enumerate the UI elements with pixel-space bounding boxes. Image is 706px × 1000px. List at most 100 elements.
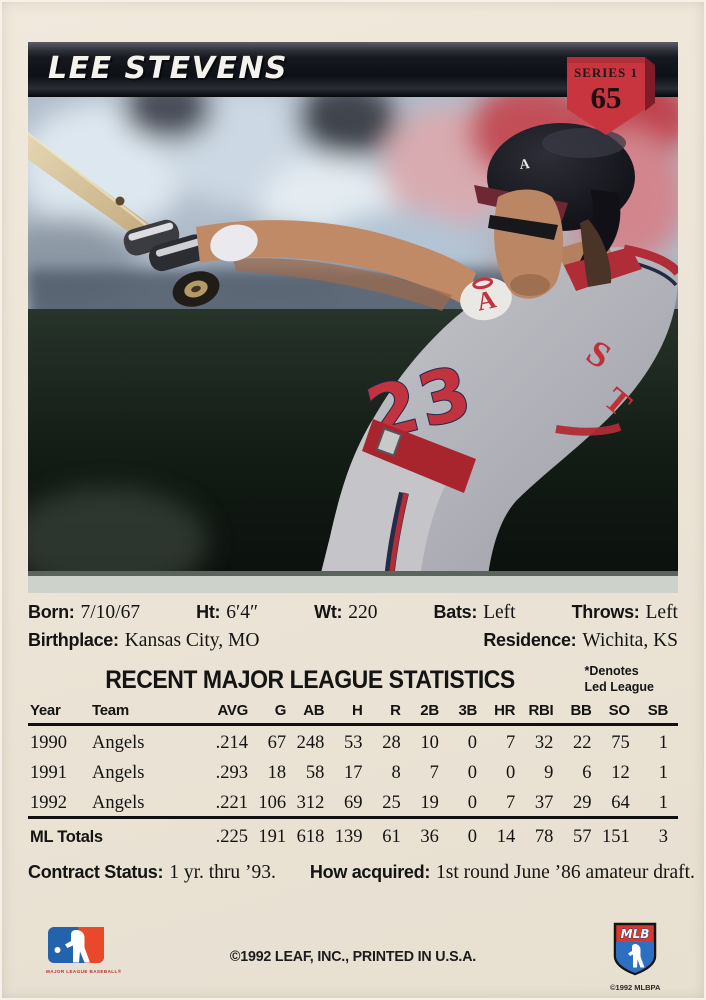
height-value: 6′4″: [226, 602, 259, 623]
stats-cell: 17: [344, 763, 363, 783]
stats-cell: 0: [505, 763, 516, 783]
stats-cell: Angels: [92, 793, 145, 813]
player-photo: S T 23 A: [28, 97, 678, 593]
stats-total-cell: 36: [410, 816, 449, 850]
height-field: Ht: 6′4″: [196, 599, 258, 627]
mlb-logo-caption: MAJOR LEAGUE BASEBALL®: [46, 969, 122, 974]
card-number: 65: [591, 80, 622, 115]
stats-cell: 1992: [30, 793, 67, 813]
stats-cell: 69: [344, 793, 363, 813]
stats-total-cell: 14: [487, 816, 526, 850]
stats-cell: 6: [582, 763, 592, 783]
stats-total-cell: 3: [639, 816, 678, 850]
stats-column-header: H: [334, 702, 373, 726]
stats-column-header: RBI: [525, 702, 564, 726]
stats-cell: 12: [611, 763, 630, 783]
stats-cell: 75: [611, 733, 630, 753]
stats-column-header: Year: [28, 702, 90, 726]
stats-cell: 1: [658, 733, 668, 753]
bats-value: Left: [483, 602, 516, 623]
stats-column-header: HR: [487, 702, 526, 726]
series-badge: SERIES 1 65: [565, 55, 661, 139]
weight-value: 220: [348, 602, 378, 623]
stats-cell: 10: [420, 733, 439, 753]
stats-title: RECENT MAJOR LEAGUE STATISTICS: [105, 666, 515, 694]
stats-total-cell: 151: [601, 816, 640, 850]
how-acquired-field: How acquired: 1st round June ’86 amateur …: [310, 862, 695, 884]
stats-cell: 53: [344, 733, 363, 753]
stats-column-header: R: [372, 702, 411, 726]
mlb-logo-block: MAJOR LEAGUE BASEBALL®: [46, 927, 122, 974]
throws-value: Left: [645, 602, 678, 623]
stats-cell: 18: [267, 763, 287, 783]
stats-total-cell: .225: [190, 816, 258, 850]
stats-cell: 58: [305, 763, 325, 783]
footnote-line-2: Led League: [584, 679, 654, 694]
stats-cell: 19: [420, 793, 439, 813]
stats-column-header: AVG: [190, 702, 258, 726]
stats-table-body: 1990 Angels .214 67 248 53 28 10 0 7 32 22 75 1 1991 An…: [28, 725, 678, 850]
stats-column-header: 2B: [410, 702, 449, 726]
stats-cell: .221: [215, 793, 248, 813]
copyright-text: ©1992 LEAF, INC., PRINTED IN U.S.A.: [229, 948, 477, 965]
stats-cell: 7: [429, 763, 439, 783]
stats-column-header: SB: [639, 702, 678, 726]
bat-knob: [172, 271, 220, 307]
stats-totals-label: ML Totals: [28, 816, 190, 850]
weight-field: Wt: 220: [314, 599, 377, 627]
stats-total-cell: 61: [372, 816, 411, 850]
stats-cell: .214: [215, 733, 248, 753]
stats-column-header: Team: [90, 702, 190, 726]
stats-total-cell: 618: [296, 816, 335, 850]
stats-cell: 0: [467, 793, 478, 813]
stats-column-header: 3B: [448, 702, 488, 726]
stats-cell: 312: [296, 793, 325, 813]
stats-row: 1991 Angels .293 18 58 17 8 7 0 0 9 6 12 1: [28, 756, 678, 786]
stats-total-cell: 78: [525, 816, 564, 850]
stats-total-cell: 0: [448, 816, 488, 850]
how-acquired-label: How acquired:: [309, 862, 431, 882]
residence-field: Residence: Wichita, KS: [483, 627, 678, 655]
stats-cell: .293: [215, 763, 248, 783]
stats-cell: 8: [391, 763, 401, 783]
residence-value: Wichita, KS: [582, 630, 678, 651]
contract-line: Contract Status: 1 yr. thru ’93. How acqu…: [28, 862, 695, 884]
stats-cell: 1: [658, 763, 668, 783]
how-acquired-value: 1st round June ’86 amateur draft.: [436, 862, 695, 883]
player-photo-art: S T 23 A: [28, 97, 678, 593]
stats-row: 1992 Angels .221 106 312 69 25 19 0 7 37 29 64 1: [28, 786, 678, 818]
mlbpa-logo-icon: MLB: [613, 922, 657, 976]
stats-total-cell: 57: [563, 816, 602, 850]
stats-cell: 22: [573, 733, 592, 753]
stats-column-header: AB: [296, 702, 335, 726]
contract-status-field: Contract Status: 1 yr. thru ’93.: [28, 862, 276, 884]
birthplace-field: Birthplace: Kansas City, MO: [28, 627, 259, 655]
stats-totals-row: ML Totals .225 191 618 139 61 36 0 14 78 57 151 3: [28, 816, 678, 850]
series-label: SERIES 1: [574, 65, 638, 80]
stats-cell: Angels: [92, 763, 145, 783]
residence-label: Residence:: [483, 630, 577, 650]
contract-status-label: Contract Status:: [28, 862, 164, 882]
stats-cell: 0: [467, 733, 478, 753]
stats-cell: 7: [505, 733, 516, 753]
stats-column-header: SO: [601, 702, 640, 726]
stats-row: 1990 Angels .214 67 248 53 28 10 0 7 32 22 75 1: [28, 725, 678, 757]
stats-cell: 248: [296, 733, 325, 753]
stats-cell: 0: [467, 763, 478, 783]
helmet-logo: A: [519, 157, 532, 173]
birthplace-value: Kansas City, MO: [124, 630, 260, 651]
mlbpa-caption: ©1992 MLBPA: [610, 983, 661, 992]
footnote-line-1: *Denotes: [584, 664, 639, 678]
head: A: [474, 123, 642, 299]
born-field: Born: 7/10/67: [28, 599, 140, 627]
bio-line-2: Birthplace: Kansas City, MO Residence: Wic…: [28, 627, 678, 655]
birthplace-label: Birthplace:: [28, 630, 119, 650]
bio-line-1: Born: 7/10/67 Ht: 6′4″ Wt: 220 Bats: Left Th…: [28, 599, 678, 627]
stats-cell: 9: [544, 763, 554, 783]
stats-cell: 67: [267, 733, 287, 753]
series-badge-icon: SERIES 1 65: [567, 57, 655, 135]
born-label: Born:: [28, 602, 75, 622]
stats-cell: 64: [611, 793, 630, 813]
stats-cell: 1991: [30, 763, 67, 783]
